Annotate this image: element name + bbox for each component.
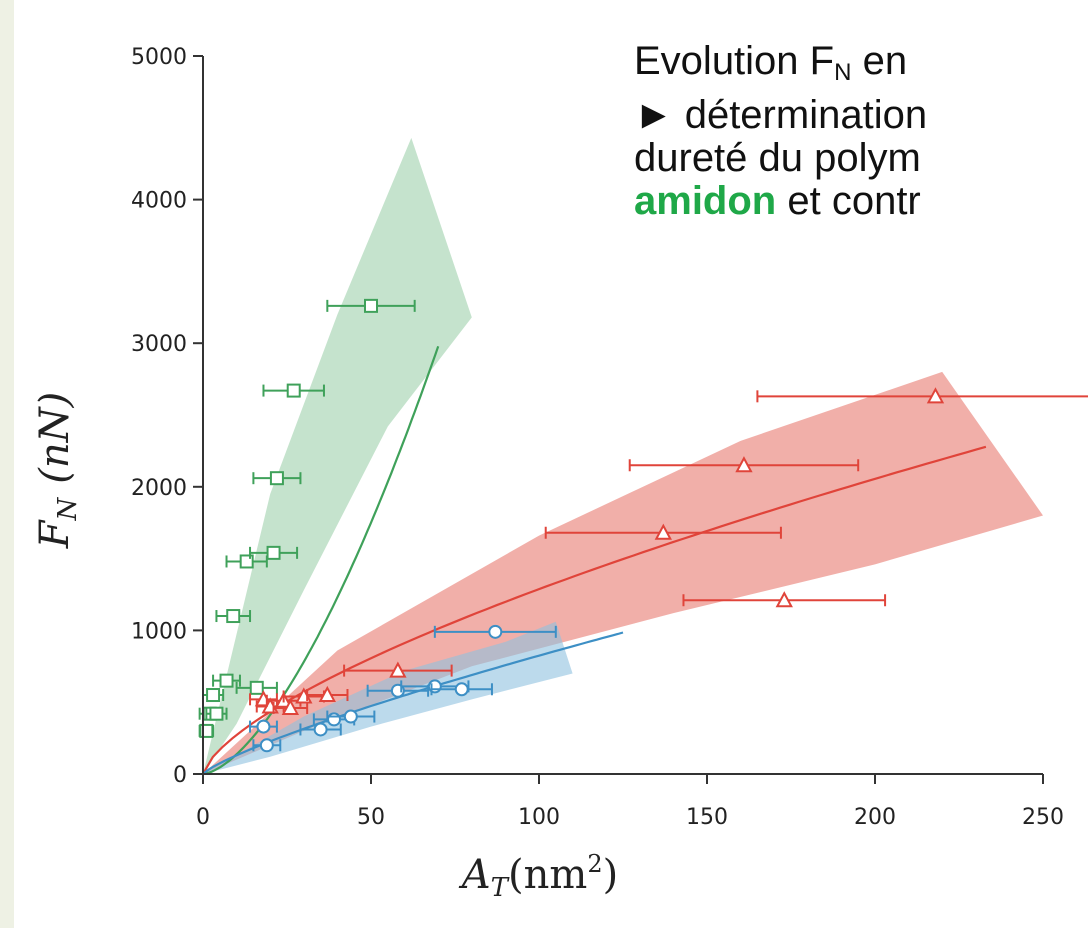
triangle-marker xyxy=(389,661,407,678)
square-marker xyxy=(226,609,241,624)
triangle-marker xyxy=(926,387,945,404)
circle-marker xyxy=(327,712,342,727)
triangle-marker xyxy=(775,591,793,608)
x-tick-label: 200 xyxy=(854,805,896,830)
fit-curve xyxy=(202,445,987,775)
y-tick-label: 4000 xyxy=(131,189,187,214)
y-tick-label: 5000 xyxy=(131,45,187,70)
square-marker xyxy=(219,673,234,688)
confidence-band xyxy=(203,137,472,775)
fit-curve xyxy=(202,345,440,776)
square-marker xyxy=(206,688,221,703)
square-marker xyxy=(269,471,284,486)
y-tick-label: 1000 xyxy=(131,619,187,644)
x-tick-label: 0 xyxy=(196,805,210,830)
axis-labels: AT(nm2) FN(nN) xyxy=(32,392,618,903)
axes: 0 50 100 150 200 250 0 1000 2000 3000 4000 5000 xyxy=(131,45,1064,830)
x-tick-label: 250 xyxy=(1022,805,1064,830)
caption-line-1: Evolution FN en xyxy=(634,40,908,86)
fit-curve xyxy=(202,631,624,775)
confidence-band xyxy=(203,621,573,774)
caption-line-3: dureté du polym xyxy=(634,136,921,180)
x-tick-label: 150 xyxy=(686,805,728,830)
circle-marker xyxy=(343,709,358,724)
fit-curves xyxy=(202,345,987,776)
square-marker xyxy=(266,545,281,560)
y-tick-label: 3000 xyxy=(131,332,187,357)
triangle-marker xyxy=(654,523,672,540)
y-axis-title: FN(nN) xyxy=(32,392,83,550)
square-marker xyxy=(249,680,264,695)
circle-marker xyxy=(259,738,274,753)
triangle-marker xyxy=(318,685,336,703)
square-marker xyxy=(286,383,301,398)
circle-marker xyxy=(454,682,469,697)
confidence-bands xyxy=(203,137,1043,775)
triangle-marker xyxy=(735,456,753,473)
y-tick-label: 0 xyxy=(173,763,187,788)
x-tick-label: 50 xyxy=(357,805,385,830)
circle-marker xyxy=(256,719,271,734)
left-border-strip xyxy=(0,0,14,928)
data-points xyxy=(198,298,1088,753)
square-marker xyxy=(364,298,378,313)
caption-line-2: ► détermination xyxy=(634,93,928,137)
triangle-marker xyxy=(281,698,300,715)
caption-line-4: amidon et contr xyxy=(634,179,921,223)
circle-marker xyxy=(488,624,503,639)
x-tick-label: 100 xyxy=(518,805,560,830)
slide-caption: Evolution FN en ► détermination dureté d… xyxy=(634,40,1088,223)
x-axis-title: AT(nm2) xyxy=(458,850,618,903)
y-tick-label: 2000 xyxy=(131,476,187,501)
circle-marker xyxy=(313,722,328,737)
square-marker xyxy=(209,706,224,721)
